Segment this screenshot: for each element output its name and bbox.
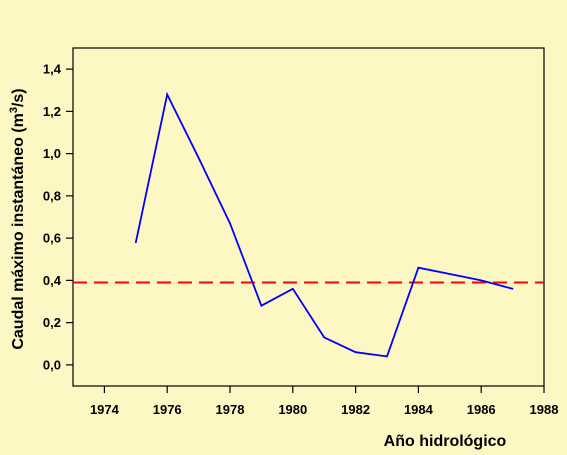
y-tick-label: 1,4	[43, 62, 62, 77]
x-tick-label: 1986	[467, 402, 496, 417]
x-tick-label: 1974	[90, 402, 120, 417]
y-tick-label: 0,8	[43, 188, 61, 203]
y-tick-label: 0,4	[43, 273, 62, 288]
x-axis-ticks: 1974 1976 1978 1980 1982 1984 1986 1988	[90, 386, 559, 417]
data-point	[135, 241, 137, 244]
x-tick-label: 1980	[278, 402, 307, 417]
x-tick-label: 1982	[341, 402, 370, 417]
y-tick-label: 1,0	[43, 146, 61, 161]
data-point	[323, 336, 326, 339]
y-tick-label: 0,0	[43, 357, 61, 372]
x-tick-label: 1988	[530, 402, 559, 417]
y-tick-label: 1,2	[43, 104, 61, 119]
data-point	[260, 304, 263, 307]
data-point	[292, 288, 294, 290]
y-axis-title: Caudal máximo instantáneo (m3/s)	[8, 88, 27, 349]
data-point	[229, 222, 231, 225]
y-axis-title-suffix: /s)	[10, 88, 27, 107]
data-point	[480, 279, 483, 282]
data-point	[197, 157, 200, 159]
x-tick-label: 1978	[216, 402, 245, 417]
data-point	[511, 288, 514, 290]
y-axis-title-superscript: 3	[8, 107, 20, 113]
x-tick-label: 1984	[404, 402, 434, 417]
data-point	[354, 351, 357, 354]
x-tick-label: 1976	[153, 402, 182, 417]
plot-frame	[72, 47, 545, 387]
y-tick-label: 0,2	[43, 315, 61, 330]
x-axis-title: Año hidrológico	[384, 433, 507, 450]
data-point	[386, 355, 388, 358]
data-point	[417, 266, 420, 269]
y-tick-label: 0,6	[43, 231, 61, 246]
series-layer	[134, 91, 514, 358]
y-axis-title-prefix: Caudal máximo instantáneo (m	[10, 113, 27, 350]
y-axis-ticks: 0,0 0,2 0,4 0,6 0,8 1,0 1,2 1,4	[43, 62, 73, 372]
data-point	[449, 273, 451, 275]
data-point	[166, 93, 168, 96]
